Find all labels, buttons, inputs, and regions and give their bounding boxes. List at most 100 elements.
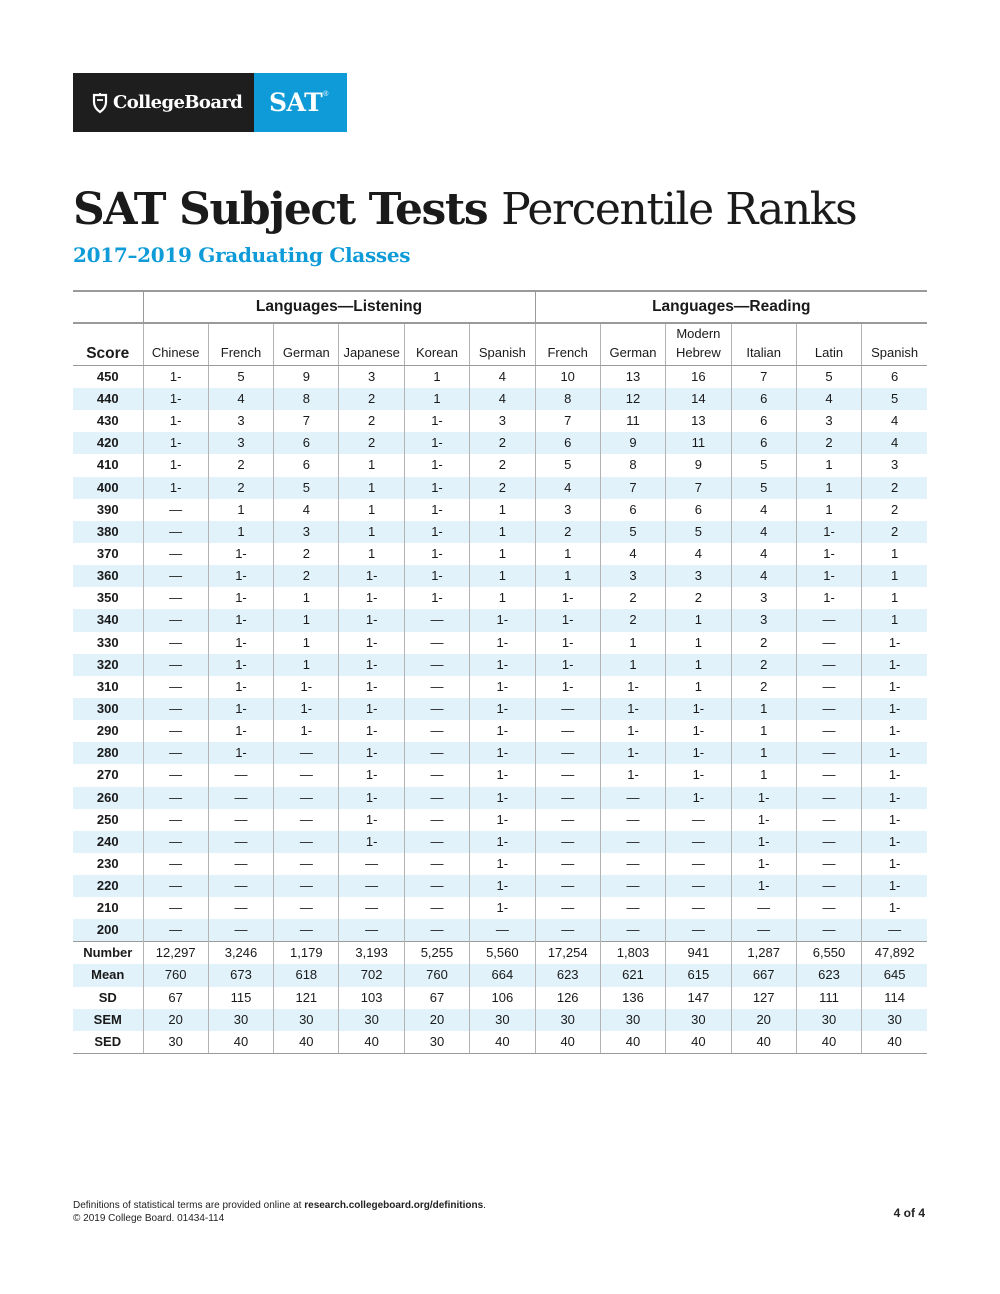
acorn-icon xyxy=(92,92,108,113)
value-cell: 1,287 xyxy=(730,941,797,965)
column-header: Korean xyxy=(403,323,470,366)
value-cell: — xyxy=(403,675,470,698)
score-cell: 340 xyxy=(73,609,143,632)
value-cell: 5 xyxy=(599,520,666,543)
value-cell: 40 xyxy=(599,1030,666,1054)
score-row: 450 1- 5 9 3 1 4 10 13 16 7 5 6 xyxy=(73,365,928,388)
value-cell: — xyxy=(534,764,601,787)
value-cell: 1- xyxy=(795,542,862,566)
value-cell: 6 xyxy=(730,432,797,455)
value-cell: — xyxy=(599,852,666,876)
value-cell: 30 xyxy=(795,1008,862,1031)
value-cell: 1- xyxy=(599,675,666,698)
value-cell: — xyxy=(534,697,601,721)
stat-label-cell: SED xyxy=(73,1030,143,1054)
value-cell: 645 xyxy=(861,964,928,987)
value-cell: 615 xyxy=(665,964,732,987)
value-cell: — xyxy=(795,631,862,654)
value-cell: 4 xyxy=(795,388,862,411)
value-cell: 30 xyxy=(142,1030,209,1054)
score-cell: 360 xyxy=(73,565,143,588)
score-cell: 330 xyxy=(96,634,119,650)
value-cell: 1 xyxy=(403,365,470,388)
value-cell: 1,803 xyxy=(599,941,666,965)
value-cell: 1- xyxy=(338,631,405,654)
value-cell: 621 xyxy=(599,964,666,987)
value-cell: 2 xyxy=(469,432,536,455)
value-cell: — xyxy=(795,742,862,765)
column-header: Latin xyxy=(795,323,862,366)
value-cell: 1- xyxy=(338,565,405,588)
value-cell: — xyxy=(795,786,862,809)
value-cell: 1- xyxy=(403,432,470,455)
value-cell: 2 xyxy=(665,587,732,610)
value-cell: 1 xyxy=(273,631,339,654)
stat-label-cell: SD xyxy=(98,989,117,1005)
value-cell: 3,193 xyxy=(338,941,405,965)
value-cell: 7 xyxy=(273,410,339,433)
value-cell: 1- xyxy=(861,808,928,831)
value-cell: 9 xyxy=(273,365,339,388)
value-cell: 13 xyxy=(599,365,666,388)
score-row: 260— — —1- —1- — —1- 1- —1- xyxy=(73,786,928,809)
value-cell: — xyxy=(142,587,209,610)
value-cell: — xyxy=(142,498,209,521)
value-cell: 1 xyxy=(861,565,928,588)
value-cell: — xyxy=(795,852,862,876)
value-cell: 667 xyxy=(730,964,797,987)
value-cell: — xyxy=(207,919,274,942)
value-cell: 1- xyxy=(861,631,928,654)
score-cell: 450 xyxy=(96,369,119,384)
value-cell: 664 xyxy=(469,964,536,987)
score-cell: 380 xyxy=(73,520,143,543)
column-header-label: German xyxy=(282,345,330,360)
value-cell: 1- xyxy=(338,653,405,676)
value-cell: — xyxy=(142,919,209,942)
value-cell: — xyxy=(142,565,209,588)
score-row: 410 1- 2 6 1 1- 2 5 8 9 5 1 3 xyxy=(73,454,928,477)
value-cell: 1- xyxy=(665,786,732,809)
column-header: Spanish xyxy=(861,323,928,366)
value-cell: 3 xyxy=(730,609,797,632)
value-cell: — xyxy=(599,919,666,942)
value-cell: 3 xyxy=(795,410,862,433)
value-cell: — xyxy=(142,675,209,698)
page-title: SAT Subject Tests Percentile Ranks xyxy=(73,184,858,236)
value-cell: 1- xyxy=(730,875,797,898)
value-cell: 4 xyxy=(599,542,666,566)
value-cell: 1 xyxy=(861,609,928,632)
value-cell: 1- xyxy=(207,542,274,566)
score-row: 210— — — — —1- — — — — —1- xyxy=(73,897,928,920)
value-cell: 40 xyxy=(469,1030,536,1054)
value-cell: — xyxy=(207,897,274,920)
value-cell: — xyxy=(273,830,339,853)
value-cell: 1- xyxy=(207,720,274,743)
value-cell: 1 xyxy=(469,520,536,543)
value-cell: 2 xyxy=(730,631,797,654)
sat-logo: SAT ® xyxy=(254,73,347,132)
definitions-link[interactable]: research.collegeboard.org/definitions xyxy=(304,1200,484,1211)
value-cell: — xyxy=(403,742,470,765)
stat-row: SED 30 40 40 40 30 40 40 40 40 40 40 40 xyxy=(73,1030,928,1054)
score-cell: 370 xyxy=(96,546,119,562)
value-cell: 40 xyxy=(795,1030,862,1054)
value-cell: 2 xyxy=(338,388,405,411)
value-cell: — xyxy=(795,675,862,698)
value-cell: 623 xyxy=(534,964,601,987)
value-cell: 40 xyxy=(665,1030,732,1054)
value-cell: 1 xyxy=(665,609,732,632)
value-cell: 40 xyxy=(338,1030,405,1054)
value-cell: 121 xyxy=(273,986,339,1009)
value-cell: 1- xyxy=(795,565,862,588)
collegeboard-sat-logo: CollegeBoard SAT ® xyxy=(73,73,347,132)
value-cell: 13 xyxy=(665,410,732,433)
score-row: 360—1- 2 1- 1- 1 1 3 3 4 1- 1 xyxy=(73,565,928,588)
value-cell: — xyxy=(403,808,470,831)
column-header: German xyxy=(273,323,339,366)
value-cell: 127 xyxy=(730,986,797,1009)
value-cell: 1- xyxy=(469,764,536,787)
value-cell: 40 xyxy=(861,1030,928,1054)
value-cell: 2 xyxy=(795,432,862,455)
value-cell: 1- xyxy=(534,653,601,676)
value-cell: 2 xyxy=(273,565,339,588)
